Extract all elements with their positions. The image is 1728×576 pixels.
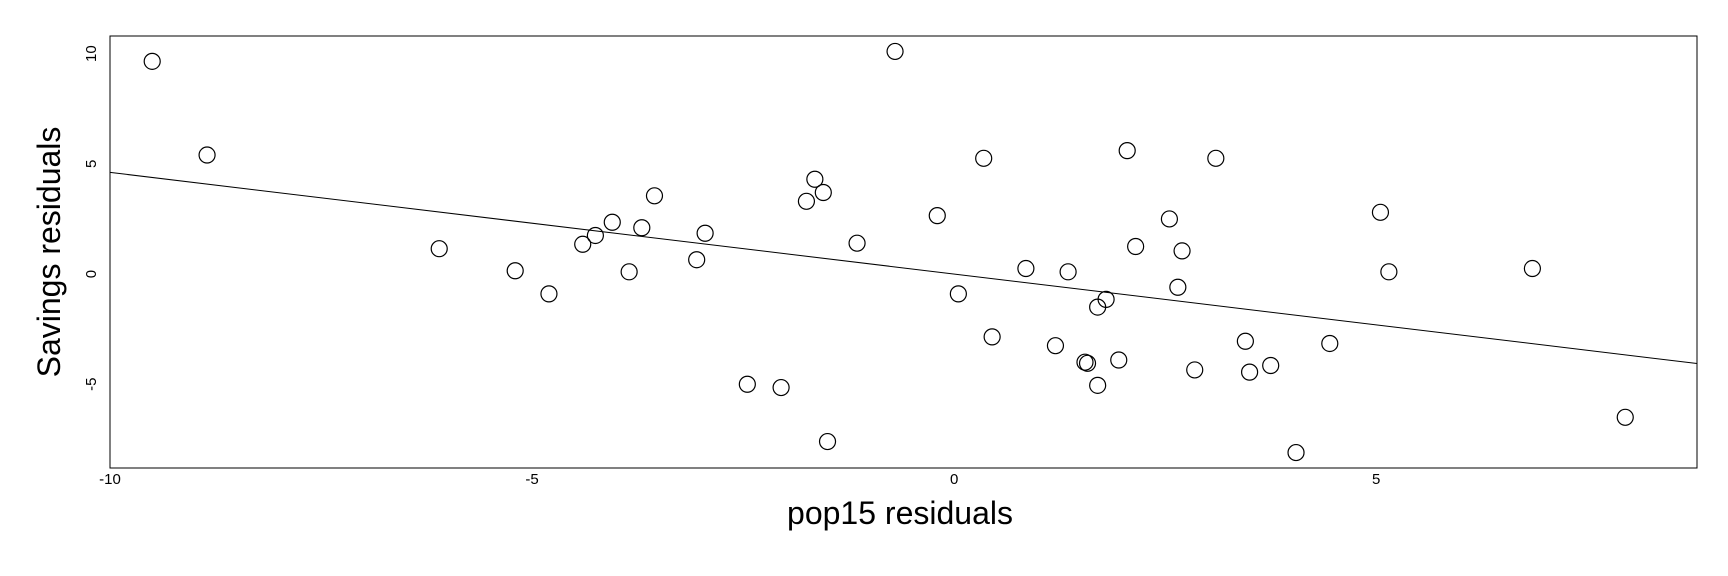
data-point <box>1017 259 1035 278</box>
data-point <box>738 375 756 393</box>
data-point <box>1616 408 1634 426</box>
data-point <box>143 52 161 70</box>
plot-frame <box>109 35 1698 469</box>
fit-line-layer <box>109 171 1698 364</box>
data-point <box>949 285 967 303</box>
data-point <box>1262 356 1280 375</box>
data-point <box>1078 354 1097 372</box>
data-point <box>198 146 216 164</box>
data-point <box>886 42 904 61</box>
data-point <box>1046 337 1065 355</box>
x-tick-label: -5 <box>525 471 538 488</box>
data-point <box>772 378 790 397</box>
regression-line <box>109 171 1698 364</box>
data-point <box>1321 334 1339 353</box>
y-tick-label: 0 <box>83 270 100 278</box>
x-axis-title: pop15 residuals <box>787 495 1013 531</box>
data-point <box>1110 351 1128 369</box>
data-point <box>586 226 604 245</box>
data-point <box>1236 332 1254 350</box>
data-point <box>806 170 824 188</box>
points-layer <box>143 42 1634 462</box>
data-point <box>633 219 651 237</box>
data-point <box>1127 237 1145 256</box>
data-point <box>1523 259 1541 278</box>
y-tick-label: 5 <box>83 160 100 168</box>
data-point <box>696 224 714 242</box>
y-tick-label: -5 <box>83 378 100 391</box>
data-point <box>430 240 448 258</box>
data-point <box>574 235 592 253</box>
data-point <box>1173 242 1191 260</box>
data-point <box>1241 363 1259 381</box>
data-point <box>506 262 524 280</box>
data-point <box>1160 210 1179 228</box>
data-point <box>1207 149 1225 167</box>
x-tick-label: 5 <box>1372 471 1380 488</box>
data-point <box>818 432 837 451</box>
y-axis-title: Savings residuals <box>31 127 67 378</box>
x-tick-label: -10 <box>99 471 121 488</box>
x-tick-label: 0 <box>950 471 958 488</box>
y-axis: -5 0 5 10 <box>83 45 100 391</box>
data-point <box>1380 263 1398 281</box>
data-point <box>603 213 621 231</box>
data-point <box>983 328 1001 346</box>
data-point <box>797 192 816 210</box>
data-point <box>620 263 638 281</box>
data-point <box>1076 353 1094 371</box>
data-point <box>1186 361 1204 379</box>
x-axis: -10 -5 0 5 <box>99 471 1380 488</box>
data-point <box>1371 203 1390 221</box>
data-point <box>1089 376 1107 394</box>
data-point <box>540 285 558 303</box>
data-point <box>1169 278 1187 296</box>
data-point <box>928 207 946 225</box>
data-point <box>814 183 832 202</box>
data-point <box>1287 443 1305 462</box>
data-point <box>688 251 706 269</box>
data-point <box>1059 263 1077 281</box>
data-point <box>645 187 664 205</box>
y-tick-label: 10 <box>83 45 100 62</box>
data-point <box>848 234 866 252</box>
data-point <box>975 149 993 167</box>
data-point <box>1097 290 1115 308</box>
data-point <box>1118 142 1136 160</box>
